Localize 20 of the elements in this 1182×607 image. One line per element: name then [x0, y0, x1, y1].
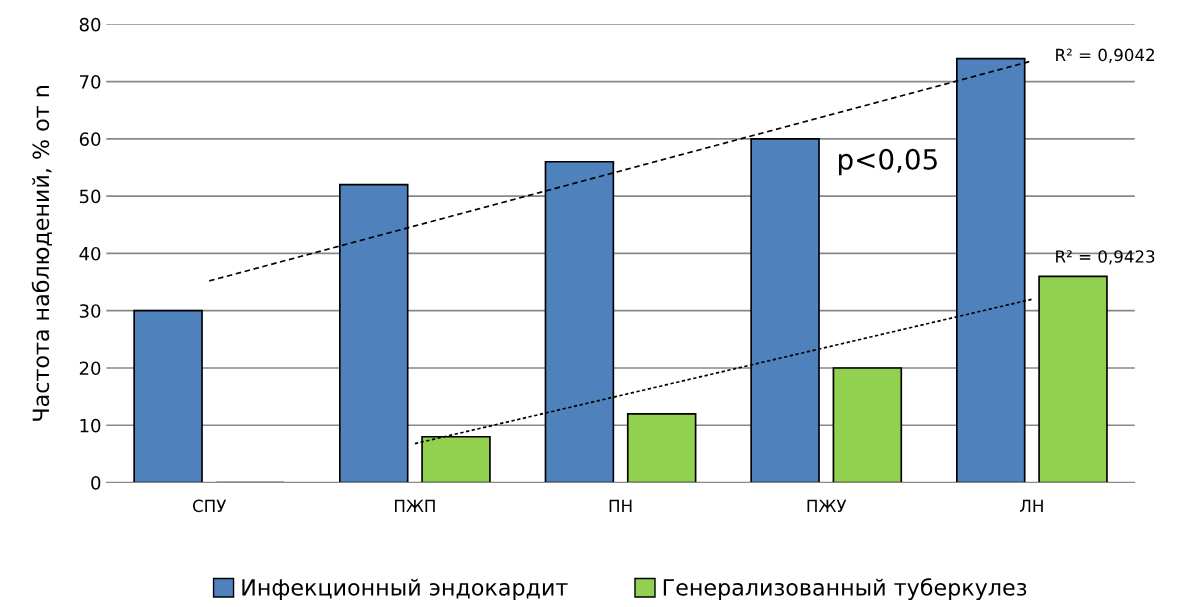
- legend-label: Инфекционный эндокардит: [242, 578, 568, 601]
- x-tick-label: ЛН: [1020, 499, 1043, 512]
- x-tick-label: СПУ: [192, 499, 227, 513]
- y-tick-label: 0: [91, 476, 101, 490]
- y-tick-label: 50: [79, 189, 101, 204]
- annotation: p<0,05: [839, 148, 937, 176]
- x-tick-label: ПЖП: [395, 499, 435, 512]
- y-tick-label: 80: [79, 17, 101, 32]
- legend-label: Генерализованный туберкулез: [663, 578, 1027, 601]
- x-tick-label: ПН: [609, 499, 632, 512]
- y-tick-label: 10: [80, 418, 101, 433]
- y-tick-label: 30: [79, 304, 101, 318]
- y-axis-title: Частота наблюдений, % от n: [31, 86, 52, 421]
- y-tick-label: 40: [79, 246, 101, 261]
- y-tick-label: 70: [80, 75, 101, 89]
- y-tick-label: 60: [79, 132, 101, 146]
- x-tick-label: ПЖУ: [807, 499, 847, 512]
- annotation: R² = 0,9423: [1056, 250, 1155, 265]
- y-tick-label: 20: [79, 361, 101, 376]
- annotation: R² = 0,9042: [1056, 48, 1154, 63]
